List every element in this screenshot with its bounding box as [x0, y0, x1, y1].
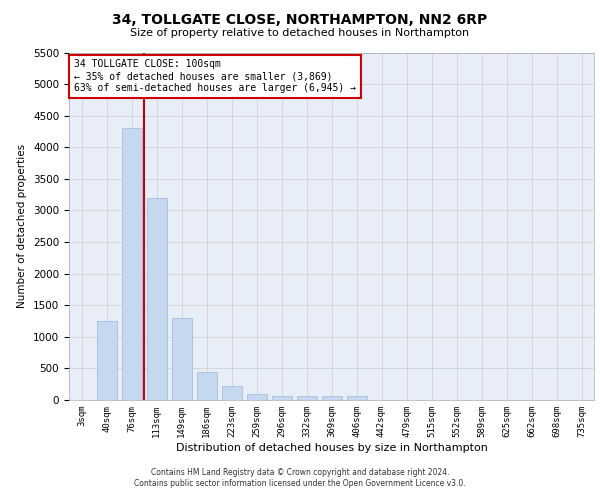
Bar: [221, 386, 241, 400]
Bar: [121, 128, 142, 400]
Bar: [322, 396, 341, 400]
Bar: [146, 198, 167, 400]
Bar: [172, 318, 191, 400]
Text: Size of property relative to detached houses in Northampton: Size of property relative to detached ho…: [130, 28, 470, 38]
Bar: [271, 396, 292, 400]
Bar: [296, 396, 317, 400]
Bar: [97, 321, 116, 400]
Y-axis label: Number of detached properties: Number of detached properties: [17, 144, 28, 308]
Text: Contains HM Land Registry data © Crown copyright and database right 2024.
Contai: Contains HM Land Registry data © Crown c…: [134, 468, 466, 487]
X-axis label: Distribution of detached houses by size in Northampton: Distribution of detached houses by size …: [176, 442, 487, 452]
Text: 34 TOLLGATE CLOSE: 100sqm
← 35% of detached houses are smaller (3,869)
63% of se: 34 TOLLGATE CLOSE: 100sqm ← 35% of detac…: [74, 60, 356, 92]
Bar: [347, 396, 367, 400]
Bar: [247, 394, 266, 400]
Text: 34, TOLLGATE CLOSE, NORTHAMPTON, NN2 6RP: 34, TOLLGATE CLOSE, NORTHAMPTON, NN2 6RP: [112, 12, 488, 26]
Bar: [197, 372, 217, 400]
